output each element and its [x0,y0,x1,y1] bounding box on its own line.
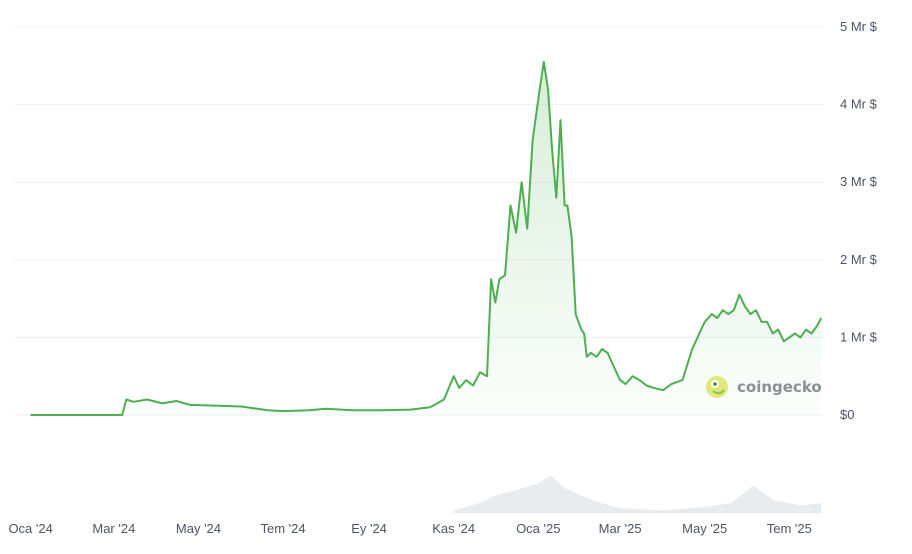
y-tick-label: 1 Mr $ [840,329,878,344]
x-tick-label: Kas '24 [432,521,475,536]
volume-bars [453,475,822,513]
x-tick-label: May '24 [176,521,221,536]
y-tick-label: 3 Mr $ [840,174,878,189]
x-tick-label: Oca '24 [8,521,52,536]
x-tick-label: Tem '24 [261,521,306,536]
x-tick-label: Mar '25 [599,521,642,536]
x-tick-label: May '25 [682,521,727,536]
y-tick-label: 4 Mr $ [840,97,878,112]
coingecko-watermark: coingecko [706,376,822,398]
x-tick-label: Ey '24 [351,521,387,536]
volume-area [453,475,822,513]
price-line-group[interactable] [30,60,823,416]
y-axis-labels: $0 1 Mr $ 2 Mr $ 3 Mr $ 4 Mr $ 5 Mr $ [840,19,878,422]
y-tick-label: 5 Mr $ [840,19,878,34]
price-area-fill [30,61,822,416]
price-line[interactable] [30,60,823,416]
x-tick-label: Tem '25 [767,521,812,536]
price-area [30,61,822,416]
y-tick-label: 2 Mr $ [840,252,878,267]
coingecko-logo-icon [706,376,728,398]
y-tick-label: $0 [840,407,854,422]
x-tick-label: Mar '24 [92,521,135,536]
watermark-text: coingecko [737,378,822,396]
x-axis-labels: Oca '24 Mar '24 May '24 Tem '24 Ey '24 Kas '2… [8,521,811,536]
x-tick-label: Oca '25 [516,521,560,536]
